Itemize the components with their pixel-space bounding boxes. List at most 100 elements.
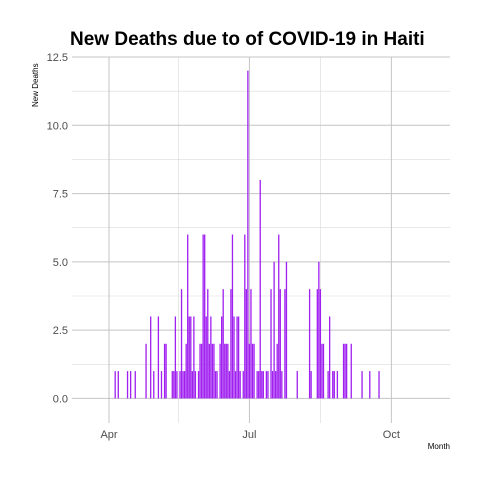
bar — [278, 234, 280, 399]
bar — [296, 371, 298, 399]
bar — [273, 261, 275, 399]
bar — [145, 343, 147, 399]
bar — [153, 371, 155, 399]
bar — [322, 343, 325, 399]
bar — [134, 371, 136, 399]
bar — [251, 343, 254, 399]
y-axis-label: New Deaths — [31, 63, 40, 107]
bar — [342, 343, 345, 399]
bar — [225, 343, 227, 399]
bar — [174, 316, 177, 399]
bar — [231, 234, 234, 399]
bar — [219, 343, 221, 399]
bar — [171, 371, 173, 399]
y-tick-label: 5.0 — [53, 257, 68, 269]
bar — [126, 371, 129, 399]
bar — [284, 289, 286, 399]
bar — [265, 371, 268, 399]
bars — [114, 70, 380, 399]
bar — [188, 316, 190, 399]
bar — [194, 371, 197, 399]
bar — [279, 289, 281, 399]
bar — [160, 371, 163, 399]
bar — [179, 371, 181, 399]
y-tick-label: 7.5 — [53, 189, 68, 201]
bar — [256, 371, 258, 399]
bar — [247, 70, 249, 399]
bar — [204, 234, 206, 399]
bar — [236, 316, 238, 399]
bar — [230, 289, 232, 399]
bar — [200, 343, 203, 399]
bar — [332, 371, 334, 399]
grid-lines — [72, 56, 450, 423]
bar — [271, 371, 274, 399]
bar — [176, 371, 178, 399]
bar — [216, 371, 218, 399]
bar — [244, 234, 246, 399]
bar — [333, 371, 335, 399]
bar — [233, 316, 235, 399]
bar — [310, 371, 312, 399]
bar — [281, 371, 283, 399]
bar — [250, 289, 252, 399]
bar — [199, 343, 201, 399]
x-tick-label: Jul — [242, 429, 256, 441]
bar — [163, 343, 166, 399]
bar — [222, 289, 224, 399]
bar — [248, 343, 251, 399]
y-tick-label: 2.5 — [53, 325, 68, 337]
bar — [187, 234, 189, 399]
bar — [321, 343, 323, 399]
x-tick-label: Apr — [100, 429, 117, 441]
bar — [202, 234, 204, 399]
bar — [350, 343, 352, 399]
bar — [345, 343, 348, 399]
bar — [234, 371, 237, 399]
bar — [245, 289, 247, 399]
bar — [207, 289, 209, 399]
bar — [336, 371, 339, 399]
bar — [157, 316, 160, 399]
bar — [253, 343, 255, 399]
bar — [224, 343, 226, 399]
bar — [193, 316, 195, 399]
bar — [210, 316, 212, 399]
bar — [258, 371, 260, 399]
bar — [117, 371, 119, 399]
bar — [114, 371, 116, 399]
bar — [261, 371, 263, 399]
bar — [213, 343, 215, 399]
bar — [344, 343, 346, 399]
bar — [237, 316, 240, 399]
x-axis-label: Month — [428, 442, 450, 451]
bar — [191, 371, 193, 399]
bar — [228, 371, 231, 399]
bar — [329, 316, 331, 399]
bar — [197, 371, 200, 399]
bar — [262, 371, 264, 399]
bar — [275, 371, 277, 399]
bar — [318, 261, 320, 399]
bar — [211, 343, 214, 399]
bar — [185, 343, 187, 399]
tick-labels: 0.0 2.5 5.0 7.5 10.0 12.5 Apr Jul Oct — [47, 52, 400, 441]
bar — [227, 343, 229, 399]
bar — [267, 371, 269, 399]
bar — [208, 343, 210, 399]
bar — [270, 289, 272, 399]
bar — [214, 371, 217, 399]
bar — [190, 316, 192, 399]
bar — [285, 261, 288, 399]
bar — [180, 289, 183, 399]
bar — [183, 371, 186, 399]
bar — [369, 371, 371, 399]
y-tick-label: 10.0 — [47, 120, 68, 132]
bar — [221, 316, 223, 399]
bar — [173, 371, 175, 399]
bar — [242, 371, 244, 399]
bar — [378, 371, 380, 399]
x-tick-label: Oct — [383, 429, 400, 441]
bar — [316, 289, 318, 399]
